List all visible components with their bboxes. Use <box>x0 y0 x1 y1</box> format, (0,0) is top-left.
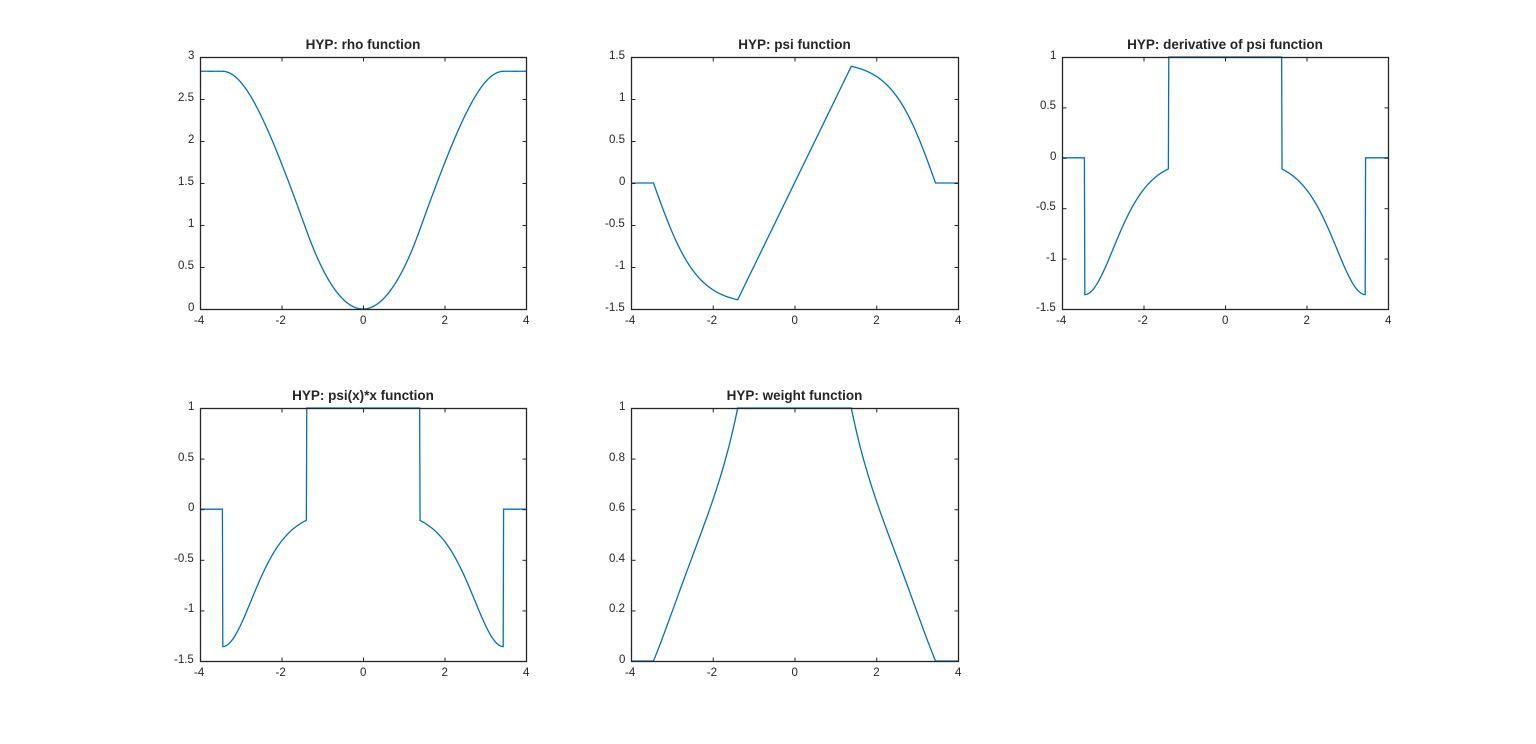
curve-dpsi <box>1062 56 1388 296</box>
y-tick-label: 0 <box>1050 150 1057 163</box>
plot-title-weight: HYP: weight function <box>726 388 863 403</box>
x-tick-label: 0 <box>1222 315 1229 327</box>
x-tick-label: -2 <box>275 315 286 327</box>
x-tick-label: -4 <box>194 667 205 679</box>
y-tick-label: 0 <box>188 302 195 314</box>
x-tick-label: 4 <box>523 315 530 327</box>
x-tick-label: -2 <box>1137 315 1148 327</box>
axes-box <box>199 56 528 311</box>
y-tick-label: 2 <box>188 134 195 146</box>
x-tick-label: -2 <box>706 667 717 679</box>
x-tick-label: 2 <box>1303 315 1310 327</box>
y-tick-label: 3 <box>188 50 195 62</box>
curve-psix <box>200 407 526 648</box>
x-tick-label: -4 <box>1056 315 1067 327</box>
y-tick-label: 0.5 <box>178 451 194 464</box>
y-tick-label: -0.5 <box>605 218 625 230</box>
x-tick-label: 4 <box>523 667 530 679</box>
axes-box <box>630 407 960 663</box>
axes-box <box>1061 56 1390 311</box>
plot-title-rho: HYP: rho function <box>305 37 421 52</box>
y-tick-label: 1.5 <box>178 176 194 188</box>
y-tick-label: 0 <box>188 502 195 515</box>
y-tick-label: 0.2 <box>609 603 625 616</box>
y-tick-label: 0 <box>619 654 626 666</box>
y-tick-label: 2.5 <box>178 92 194 104</box>
curve-weight <box>631 407 958 662</box>
y-tick-label: -1.5 <box>605 302 625 314</box>
x-tick-label: -2 <box>706 315 717 327</box>
x-tick-label: 4 <box>955 667 962 679</box>
x-tick-label: 0 <box>360 315 367 327</box>
y-tick-label: 0 <box>619 176 626 188</box>
x-tick-label: 4 <box>955 315 962 327</box>
axes-box <box>199 407 528 663</box>
y-tick-label: 1 <box>188 218 195 230</box>
x-tick-label: 2 <box>441 667 448 679</box>
y-tick-label: 0.6 <box>609 502 625 515</box>
y-tick-label: -1 <box>1046 251 1057 264</box>
y-tick-label: 0.5 <box>178 260 194 272</box>
y-tick-label: 0.4 <box>609 552 625 565</box>
y-tick-label: -1.5 <box>1036 302 1056 314</box>
y-tick-label: -1 <box>184 603 195 616</box>
plot-title-dpsi: HYP: derivative of psi function <box>1127 37 1323 52</box>
plot-title-psix: HYP: psi(x)*x function <box>292 388 434 403</box>
y-tick-label: -0.5 <box>1036 201 1056 214</box>
y-tick-label: 0.5 <box>609 134 625 146</box>
y-tick-label: 1.5 <box>609 50 625 62</box>
y-tick-label: 1 <box>619 92 626 104</box>
x-tick-label: -4 <box>194 315 205 327</box>
x-tick-label: -2 <box>275 667 286 679</box>
y-tick-label: -1 <box>615 260 626 272</box>
x-tick-label: 2 <box>441 315 448 327</box>
x-tick-label: -4 <box>625 667 636 679</box>
x-tick-label: 0 <box>360 667 367 679</box>
y-tick-label: 0.8 <box>609 451 625 464</box>
y-tick-label: 0.5 <box>1040 100 1056 113</box>
x-tick-label: 2 <box>873 667 880 679</box>
curve-rho <box>200 70 526 310</box>
y-tick-label: -0.5 <box>174 552 194 565</box>
x-tick-label: 0 <box>791 315 798 327</box>
y-tick-label: 1 <box>619 401 626 413</box>
plot-title-psi: HYP: psi function <box>738 37 851 52</box>
axes-box <box>630 56 960 311</box>
y-tick-label: 1 <box>188 401 195 413</box>
x-tick-label: 2 <box>873 315 880 327</box>
y-tick-label: 1 <box>1050 50 1057 62</box>
curve-psi <box>631 65 958 301</box>
x-tick-label: -4 <box>625 315 636 327</box>
x-tick-label: 0 <box>791 667 798 679</box>
x-tick-label: 4 <box>1385 315 1392 327</box>
y-tick-label: -1.5 <box>174 654 194 666</box>
